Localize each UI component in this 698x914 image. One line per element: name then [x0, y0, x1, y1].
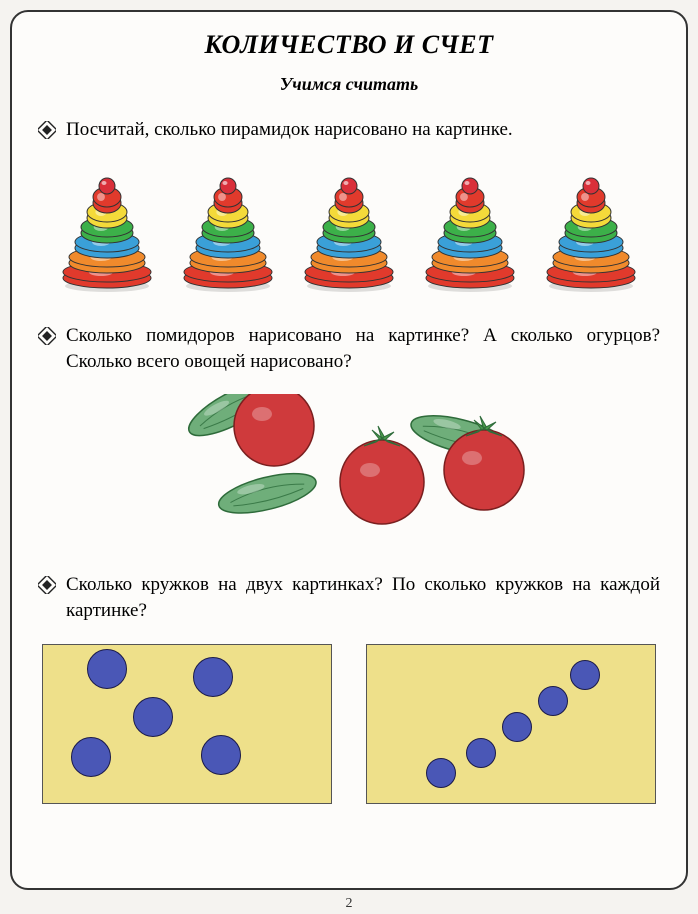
- page-frame: КОЛИЧЕСТВО И СЧЕТ Учимся считать Посчита…: [10, 10, 688, 890]
- pyramid: [57, 162, 157, 297]
- page-title: КОЛИЧЕСТВО И СЧЕТ: [38, 30, 660, 60]
- pyramid: [420, 162, 520, 297]
- circle-dot: [538, 686, 568, 716]
- circle-dot: [133, 697, 173, 737]
- pyramid-icon: [57, 162, 157, 292]
- tomato-icon: [340, 426, 424, 524]
- page-number: 2: [10, 896, 688, 912]
- circle-dot: [193, 657, 233, 697]
- circle-dot: [570, 660, 600, 690]
- page-subtitle: Учимся считать: [38, 74, 660, 95]
- task-3-text: Сколько кружков на двух картинках? По ск…: [66, 572, 660, 623]
- diamond-bullet-icon: [38, 327, 56, 350]
- circle-panel-left: [42, 644, 332, 804]
- circle-dot: [426, 758, 456, 788]
- circle-dot: [201, 735, 241, 775]
- diamond-bullet-icon: [38, 576, 56, 599]
- pyramid-icon: [420, 162, 520, 292]
- task-2-row: Сколько помидоров нарисовано на картинке…: [38, 323, 660, 374]
- diamond-bullet-icon: [38, 121, 56, 144]
- task-2-text: Сколько помидоров нарисовано на картинке…: [66, 323, 660, 374]
- tomato-icon: [234, 394, 314, 466]
- circle-dot: [502, 712, 532, 742]
- task-1-text: Посчитай, сколько пирамидок нарисовано н…: [66, 117, 513, 143]
- task-1-row: Посчитай, сколько пирамидок нарисовано н…: [38, 117, 660, 144]
- pyramid-icon: [178, 162, 278, 292]
- pyramid: [299, 162, 399, 297]
- pyramid-icon: [299, 162, 399, 292]
- circle-panel-right: [366, 644, 656, 804]
- task-2: Сколько помидоров нарисовано на картинке…: [38, 323, 660, 374]
- circle-dot: [87, 649, 127, 689]
- task-1: Посчитай, сколько пирамидок нарисовано н…: [38, 117, 660, 144]
- pyramid: [178, 162, 278, 297]
- circle-dot: [71, 737, 111, 777]
- pyramid-icon: [541, 162, 641, 292]
- circle-dot: [466, 738, 496, 768]
- task-3-row: Сколько кружков на двух картинках? По ск…: [38, 572, 660, 623]
- task-3: Сколько кружков на двух картинках? По ск…: [38, 572, 660, 623]
- cucumber-icon: [215, 466, 320, 521]
- pyramids-row: [38, 158, 660, 307]
- pyramid: [541, 162, 641, 297]
- vegetables-illustration: [38, 388, 660, 572]
- circles-row: [38, 638, 660, 804]
